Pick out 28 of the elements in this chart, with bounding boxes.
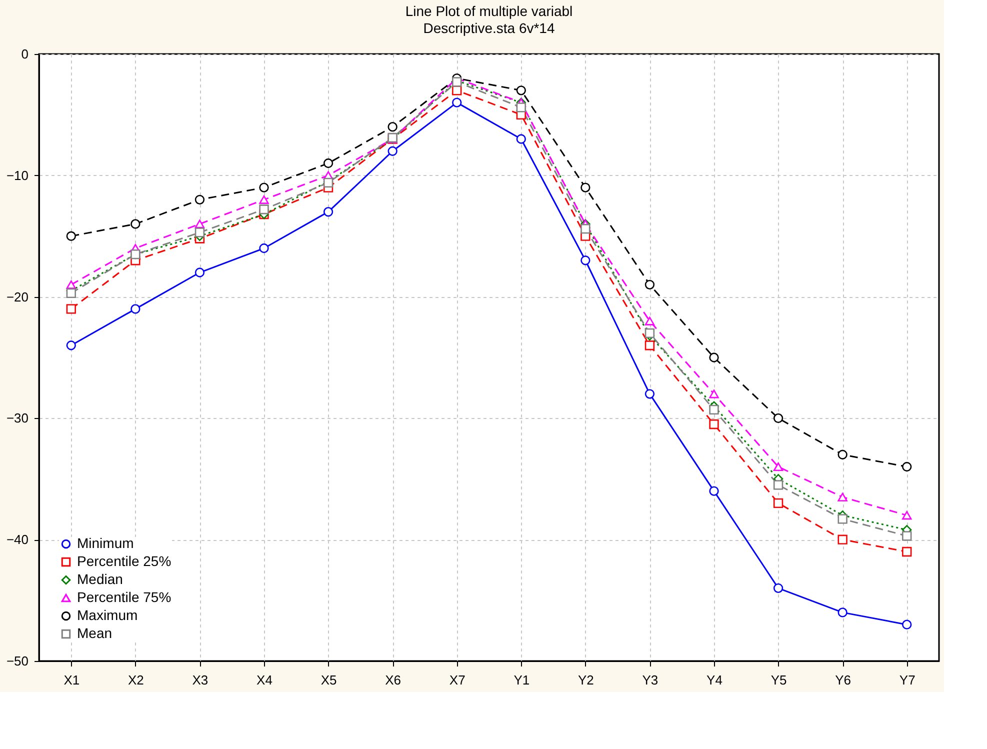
x-tick-label: Y4 — [706, 672, 722, 688]
y-tick-label: −20 — [6, 289, 28, 304]
y-tick-label: 0 — [21, 46, 28, 62]
x-tick-label: X6 — [385, 672, 402, 688]
legend-label: Minimum — [77, 535, 134, 551]
x-tick-label: X3 — [192, 672, 208, 688]
legend-label: Percentile 75% — [77, 589, 172, 605]
x-tick-label: X4 — [256, 672, 272, 688]
x-tick-label: Y3 — [642, 672, 658, 688]
legend-label: Median — [77, 571, 123, 587]
x-tick-label: X2 — [128, 672, 144, 688]
x-tick-label: Y1 — [514, 672, 530, 688]
legend-label: Percentile 25% — [77, 553, 172, 569]
y-tick-label: −40 — [6, 532, 28, 548]
x-tick-label: Y6 — [835, 672, 852, 688]
x-tick-label: X1 — [64, 672, 80, 688]
x-tick-label: X5 — [320, 672, 337, 688]
legend-label: Mean — [77, 625, 112, 641]
chart-subtitle: Descriptive.sta 6v*14 — [423, 20, 555, 36]
chart-title: Line Plot of multiple variabl — [405, 3, 573, 19]
x-tick-label: Y7 — [899, 672, 916, 688]
x-tick-label: Y2 — [578, 672, 594, 688]
x-tick-label: Y5 — [770, 672, 787, 688]
x-tick-label: X7 — [449, 672, 466, 688]
y-tick-label: −30 — [6, 410, 28, 426]
legend-label: Maximum — [77, 607, 138, 623]
y-tick-label: −10 — [6, 168, 28, 183]
y-tick-label: −50 — [6, 654, 28, 668]
